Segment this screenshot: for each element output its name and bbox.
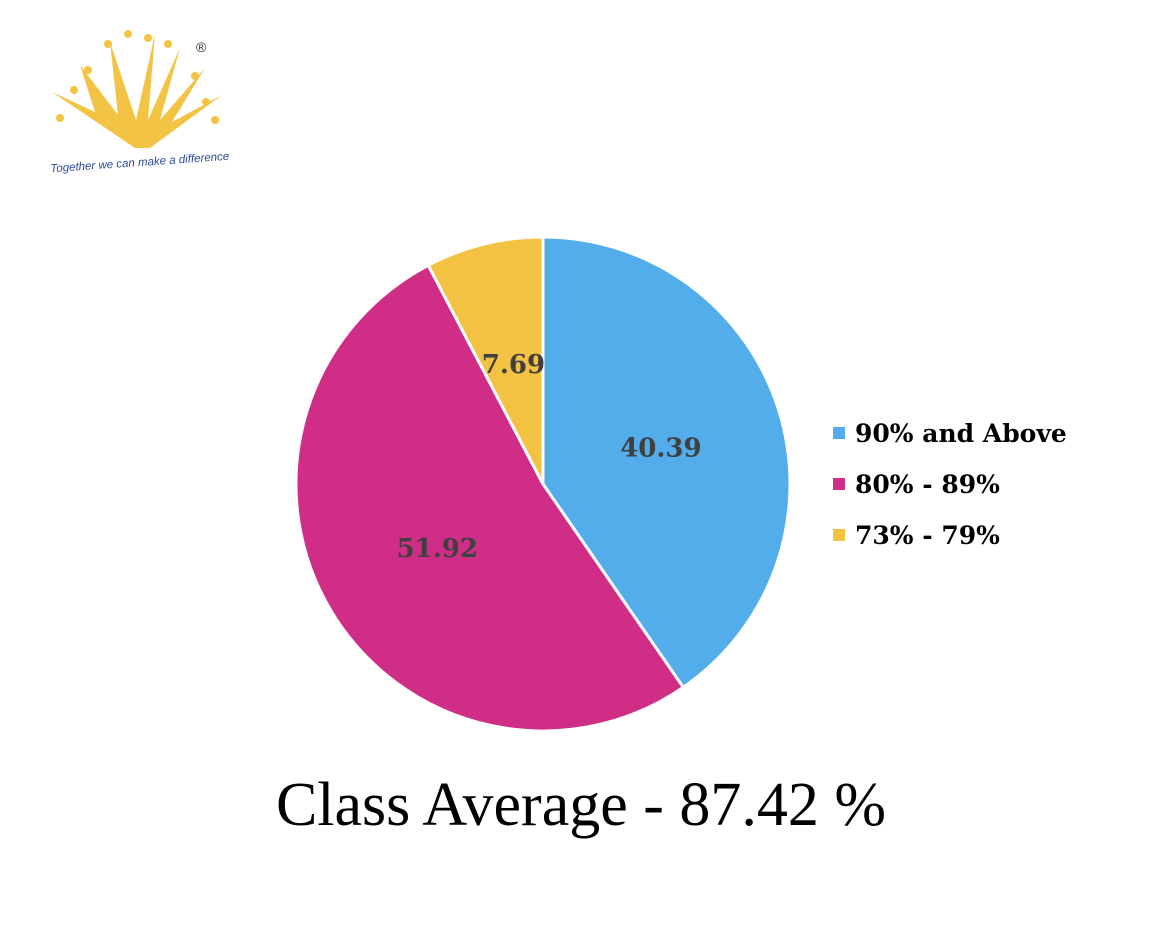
pie-data-label-1: 40.39 [620,433,701,463]
legend-label-1: 90% and Above [855,419,1067,448]
legend-swatch-1 [833,427,845,439]
class-average-caption: Class Average - 87.42 % [275,771,887,839]
legend-label-3: 73% - 79% [855,521,1000,550]
chart-legend: 90% and Above 80% - 89% 73% - 79% [833,419,1067,550]
pie-slice-2 [294,263,686,733]
legend-label-2: 80% - 89% [855,470,1000,499]
pie-slice-1 [541,235,792,690]
pie-data-labels: 40.39 51.92 7.69 [397,350,702,564]
pie-data-label-3: 7.69 [482,350,545,380]
pie-slices [294,235,792,733]
pie-data-label-2: 51.92 [397,534,478,564]
logo-crown-icon [52,34,222,148]
logo-registered-mark: ® [196,39,207,55]
logo: ® Together we can make a difference [50,30,230,175]
pie-slice-3 [426,235,545,485]
legend-swatch-2 [833,478,845,490]
legend-swatch-3 [833,529,845,541]
